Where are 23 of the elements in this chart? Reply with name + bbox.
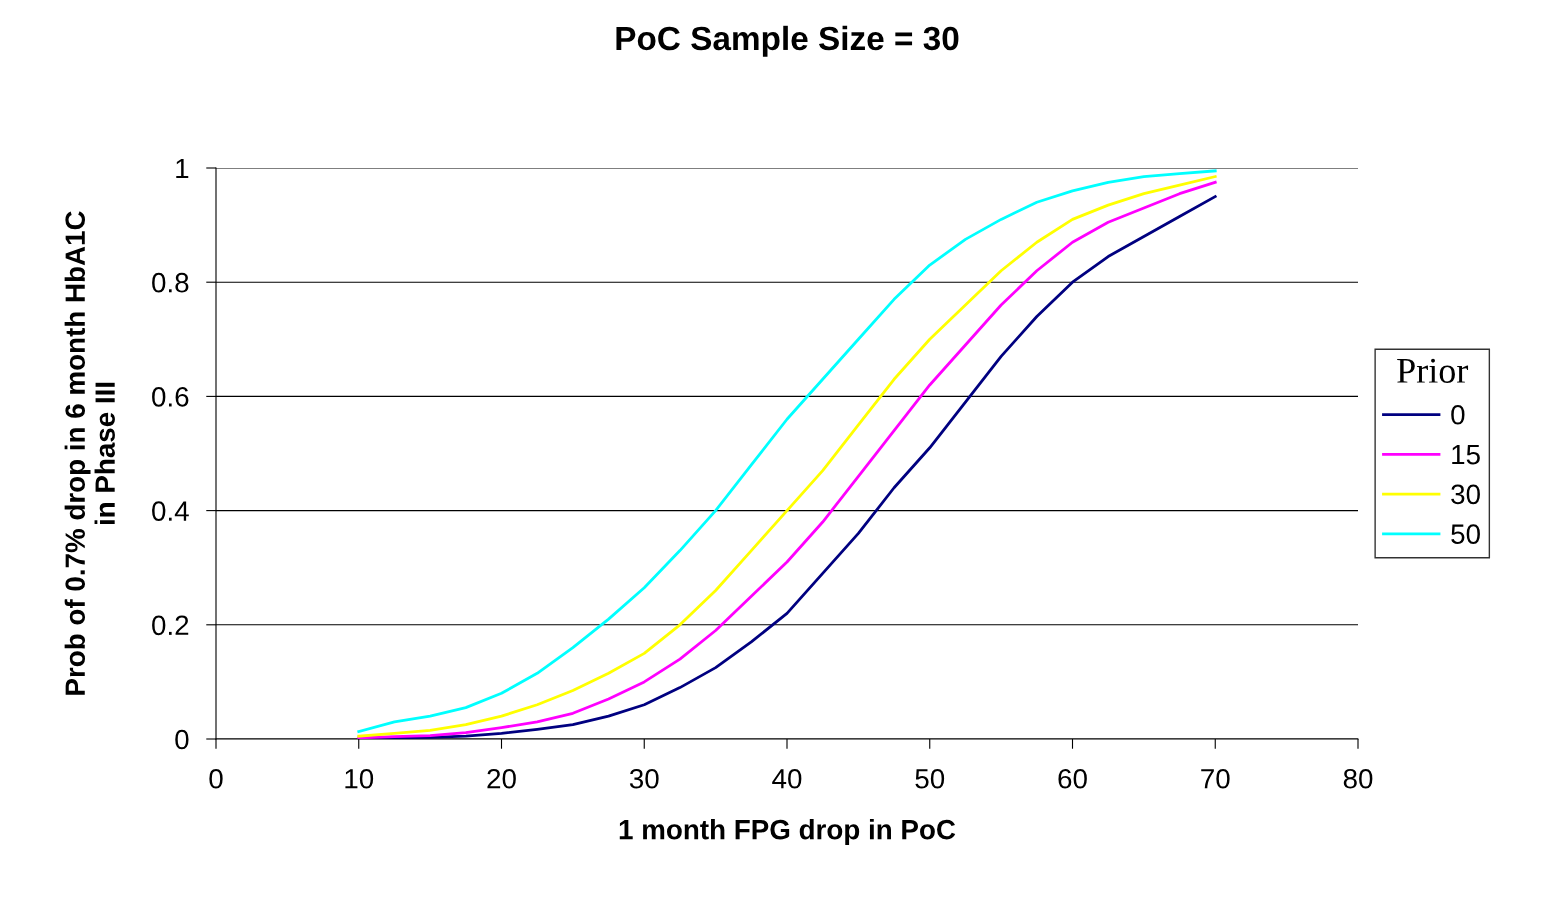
y-axis-title: Prob of 0.7% drop in 6 month HbA1C in Phase III [64, 211, 115, 695]
x-tick-label: 10 [345, 768, 374, 789]
y-tick-label: 0 [175, 729, 189, 750]
x-tick-label: 0 [209, 768, 223, 789]
legend-label: 30 [1451, 484, 1480, 505]
x-tick-label: 40 [772, 768, 802, 789]
x-tick-label: 50 [915, 768, 945, 789]
y-tick-label: 0.2 [152, 615, 189, 636]
x-tick-label: 30 [629, 768, 659, 789]
x-tick-label: 80 [1343, 768, 1373, 789]
x-tick-label: 20 [487, 768, 516, 789]
legend-label: 50 [1451, 524, 1480, 544]
y-tick-label: 1 [176, 158, 189, 179]
legend-label: 15 [1452, 445, 1480, 465]
legend-label: 0 [1451, 404, 1465, 425]
x-tick-label: 60 [1058, 768, 1087, 789]
y-tick-label: 0.8 [152, 272, 189, 293]
x-tick-label: 70 [1201, 768, 1230, 789]
y-tick-label: 0.6 [152, 387, 189, 407]
x-axis-title: 1 month FPG drop in PoC [619, 819, 956, 845]
chart-title: PoC Sample Size = 30 [616, 25, 959, 57]
y-tick-label: 0.4 [152, 501, 189, 521]
legend-title: Prior [1397, 358, 1469, 383]
